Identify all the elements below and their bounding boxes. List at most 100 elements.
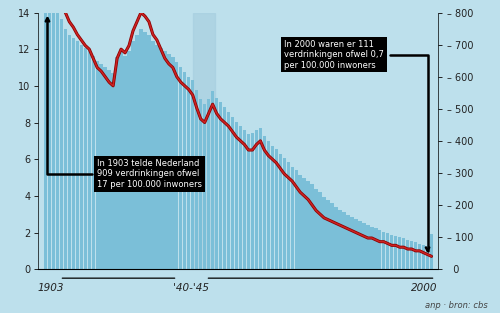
Bar	[250, 133, 254, 269]
Bar	[159, 48, 162, 269]
Bar	[378, 230, 382, 269]
Text: In 1903 telde Nederland
909 verdrinkingen ofwel
17 per 100.000 inwoners: In 1903 telde Nederland 909 verdrinkinge…	[46, 18, 202, 189]
Bar	[171, 58, 174, 269]
Bar	[223, 107, 226, 269]
Bar	[266, 141, 270, 269]
Bar	[96, 61, 99, 269]
Bar	[290, 167, 294, 269]
Bar	[310, 184, 314, 269]
Bar	[235, 122, 238, 269]
Bar	[88, 51, 91, 269]
Bar	[56, 9, 59, 269]
Bar	[314, 189, 318, 269]
Bar	[382, 232, 386, 269]
Bar	[326, 200, 330, 269]
Bar	[318, 192, 322, 269]
Bar	[362, 223, 366, 269]
Bar	[342, 212, 345, 269]
Bar	[219, 102, 222, 269]
Bar	[44, 0, 47, 269]
Bar	[195, 90, 198, 269]
Bar	[163, 51, 166, 269]
Bar	[430, 233, 433, 269]
Bar	[247, 135, 250, 269]
Bar	[116, 58, 119, 269]
Bar	[175, 62, 178, 269]
Bar	[203, 104, 206, 269]
Bar	[179, 67, 182, 269]
Bar	[132, 41, 134, 269]
Bar	[243, 130, 246, 269]
Text: 2000: 2000	[411, 283, 438, 293]
Bar	[274, 149, 278, 269]
Bar	[136, 35, 138, 269]
Bar	[306, 181, 310, 269]
Bar	[187, 77, 190, 269]
Bar	[52, 0, 55, 269]
Bar	[191, 80, 194, 269]
Bar	[322, 197, 326, 269]
Bar	[294, 170, 298, 269]
Bar	[76, 41, 79, 269]
Bar	[167, 54, 170, 269]
Bar	[386, 233, 390, 269]
Bar	[390, 234, 394, 269]
Bar	[192, 13, 214, 269]
Bar	[422, 245, 426, 269]
Bar	[258, 128, 262, 269]
Bar	[402, 239, 406, 269]
Bar	[286, 162, 290, 269]
Text: 1903: 1903	[38, 283, 64, 293]
Bar	[278, 154, 282, 269]
Bar	[350, 217, 354, 269]
Bar	[124, 56, 127, 269]
Bar	[370, 227, 374, 269]
Bar	[358, 221, 362, 269]
Bar	[398, 237, 402, 269]
Bar	[199, 99, 202, 269]
Bar	[302, 178, 306, 269]
Bar	[410, 241, 414, 269]
Bar	[346, 215, 350, 269]
Bar	[112, 74, 115, 269]
Bar	[120, 51, 123, 269]
Bar	[414, 242, 418, 269]
Bar	[151, 41, 154, 269]
Bar	[282, 158, 286, 269]
Bar	[108, 70, 111, 269]
Bar	[227, 112, 230, 269]
Bar	[239, 126, 242, 269]
Bar	[330, 203, 334, 269]
Bar	[64, 28, 67, 269]
Bar	[394, 236, 398, 269]
Bar	[140, 28, 142, 269]
Bar	[338, 210, 342, 269]
Bar	[72, 38, 75, 269]
Text: anp · bron: cbs: anp · bron: cbs	[425, 301, 488, 310]
Bar	[298, 175, 302, 269]
Bar	[215, 98, 218, 269]
Bar	[354, 219, 358, 269]
Bar	[148, 35, 150, 269]
Bar	[128, 51, 130, 269]
Bar	[231, 117, 234, 269]
Bar	[144, 32, 146, 269]
Bar	[426, 246, 429, 269]
Bar	[334, 207, 338, 269]
Bar	[254, 130, 258, 269]
Bar	[211, 91, 214, 269]
Bar	[418, 244, 422, 269]
Bar	[366, 225, 370, 269]
Bar	[48, 0, 51, 269]
Bar	[80, 45, 83, 269]
Bar	[183, 72, 186, 269]
Bar	[60, 19, 63, 269]
Bar	[406, 240, 409, 269]
Bar	[68, 35, 71, 269]
Bar	[270, 146, 274, 269]
Bar	[155, 45, 158, 269]
Bar	[262, 136, 266, 269]
Bar	[100, 64, 103, 269]
Text: '40-'45: '40-'45	[174, 283, 210, 293]
Bar	[207, 99, 210, 269]
